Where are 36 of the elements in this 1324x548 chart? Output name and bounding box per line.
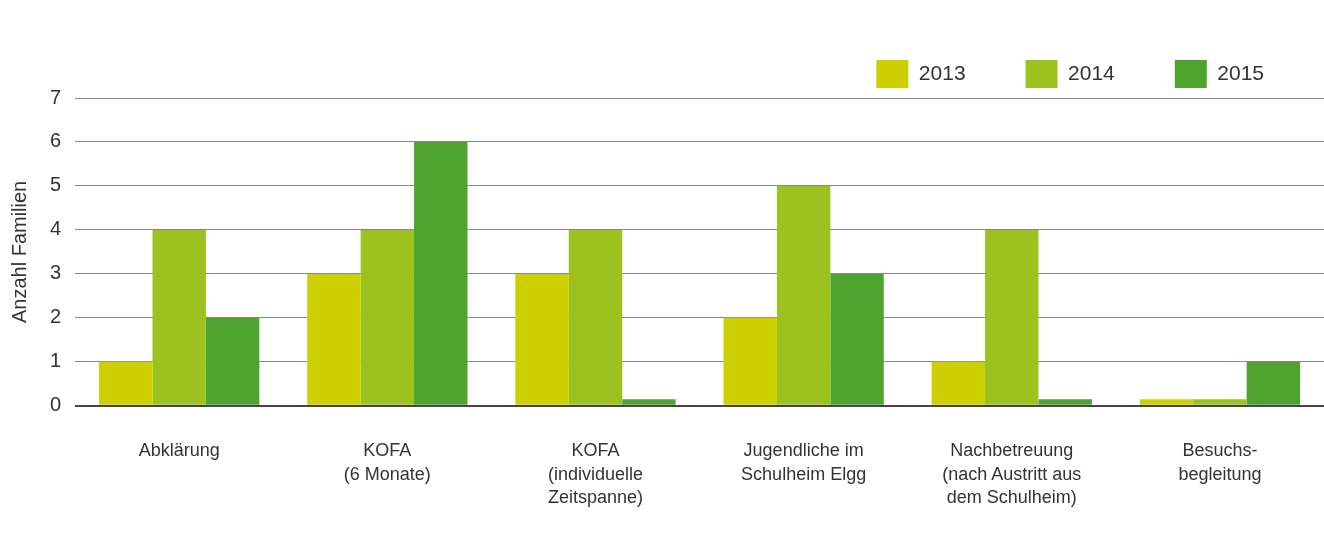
y-tick-label: 0 (50, 393, 62, 416)
bar (568, 229, 623, 405)
x-tick-label: KOFA (individuelle Zeitspanne) (547, 440, 644, 508)
x-tick-label: Besuchs- begleitung (1178, 440, 1262, 484)
bar (622, 399, 676, 405)
bar (360, 229, 415, 405)
bar (1139, 399, 1194, 405)
y-tick-label: 7 (50, 85, 62, 108)
bar (1038, 399, 1092, 405)
y-axis-title: Anzahl Familien (7, 180, 30, 324)
y-tick-label: 1 (50, 349, 62, 372)
x-tick-label: Nachbetreuung (nach Austritt aus dem Schulheim) (942, 440, 1082, 508)
bar (205, 317, 260, 405)
x-tick-label: Jugendliche im Schulheim Elgg (741, 440, 867, 484)
bar (1193, 399, 1247, 405)
y-tick-label: 3 (50, 261, 62, 284)
bar (931, 361, 986, 405)
y-tick-label: 5 (50, 173, 62, 196)
y-tick-label: 2 (50, 305, 62, 328)
y-tick-label: 4 (50, 217, 62, 240)
bar (414, 141, 468, 405)
bar (307, 273, 361, 405)
bar (830, 273, 884, 405)
bar (723, 317, 777, 405)
x-tick-label: Abklärung (138, 440, 220, 461)
bar (152, 229, 206, 405)
bar (515, 273, 569, 405)
legend-label: 2015 (1217, 60, 1264, 84)
legend-label: 2014 (1068, 60, 1116, 84)
bar (776, 185, 831, 405)
bar (985, 229, 1039, 405)
bar (99, 361, 153, 405)
x-tick-label: KOFA (6 Monate) (343, 440, 431, 484)
bar (1246, 361, 1301, 405)
legend-label: 2013 (918, 60, 966, 84)
y-tick-label: 6 (50, 129, 62, 152)
